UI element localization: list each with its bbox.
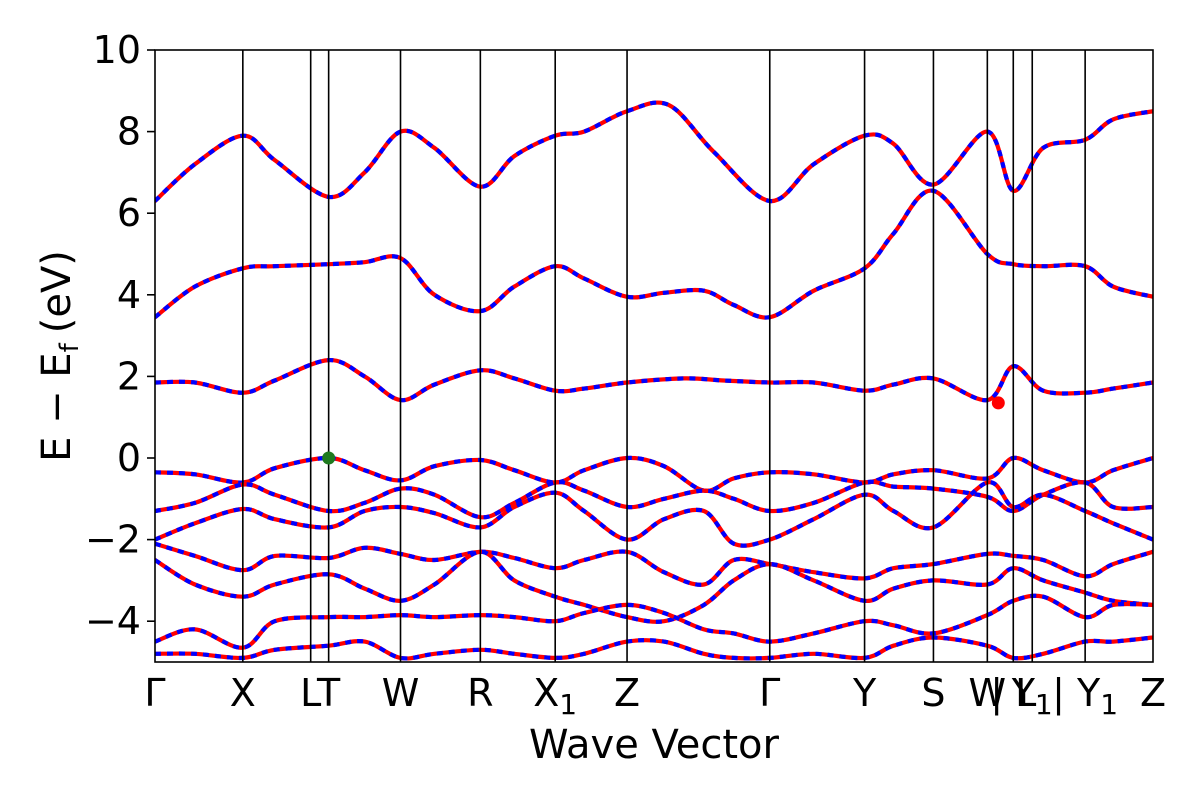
band-1-overlay [155,100,1153,204]
band-2-line [155,188,1153,320]
kpoint-lines [242,50,1086,662]
x-tick-label-sub: 1 [559,688,577,721]
x-tick-label-main: | Y [1052,671,1101,716]
band-3-overlay [155,357,1153,403]
band-7-overlay [155,541,1153,587]
x-tick-label: Y [852,671,877,715]
x-tick-label: X [230,671,256,715]
x-tick-label-main: Y [852,671,877,715]
x-tick-label-main: Z [1140,671,1166,715]
y-tick-label: −2 [85,518,141,562]
x-tick-label-main: R [467,671,493,715]
x-tick-label: Z [614,671,640,715]
x-tick-label-main: Z [614,671,640,715]
band-9-overlay [155,593,1153,650]
plot-frame [154,49,1154,663]
band-markers [322,396,1005,465]
y-axis-label-main: E − E [34,352,80,462]
y-axis-label-unit: (eV) [34,250,80,333]
x-tick-label: L [300,671,321,715]
x-tick-label: Γ [144,671,165,715]
x-tick-label: R [467,671,493,715]
x-tick-label-main: W [969,671,1007,715]
x-tick-label: W [969,671,1007,715]
x-axis-label: Wave Vector [529,722,780,768]
x-tick-label-main: W [382,671,420,715]
x-tick-label: W [382,671,420,715]
y-tick-label: 0 [117,436,141,480]
x-tick-label: T [316,671,341,715]
x-tick-label-main: Γ [759,671,780,715]
x-tick-label-main: L [300,671,321,715]
y-tick-label: −4 [85,599,141,643]
y-tick-label: 8 [117,110,141,154]
x-tick-label-main: Y [1011,671,1036,715]
x-tick-label-main: X [230,671,256,715]
y-axis-ticks: −4 −2 0 2 4 6 8 10 [85,28,155,643]
y-axis-label: E − Ef (eV) [34,250,85,462]
x-tick-label: S [921,671,945,715]
x-tick-label-main: S [921,671,945,715]
x-tick-label-sub: 1 [1035,688,1053,721]
x-tick-label-main: X [533,671,559,715]
band-marker-1 [322,451,336,465]
x-tick-label: X1 [533,671,577,721]
x-axis-ticks: Γ X LT W R X1 Z Γ Y S W| LY1 | Y1 Z [144,671,1166,721]
band-marker-2 [991,396,1005,410]
y-tick-label: 2 [117,354,141,398]
y-tick-label: 4 [117,273,141,317]
band-lines [155,100,1153,661]
band-4-overlay [155,455,1153,493]
x-tick-label-main: T [316,671,341,715]
y-tick-label: 6 [117,191,141,235]
band-1-line [155,100,1153,204]
x-tick-label: | Y1 [1052,671,1118,721]
band-8-line [155,549,1153,624]
x-tick-label: Γ [759,671,780,715]
band-2-overlay [155,188,1153,320]
x-tick-label-main: | L [990,671,1036,716]
x-tick-label-sub: 1 [1100,688,1118,721]
band-10-overlay [155,635,1153,661]
y-axis-label-sub: f [55,342,85,352]
x-tick-label: Y1 [1011,671,1053,721]
y-tick-label: 10 [93,28,141,72]
band-6-overlay [155,480,1153,548]
x-tick-label-main: Γ [144,671,165,715]
band-5-overlay [155,479,1153,520]
x-tick-label: | L [990,671,1036,716]
x-tick-label: Z [1140,671,1166,715]
